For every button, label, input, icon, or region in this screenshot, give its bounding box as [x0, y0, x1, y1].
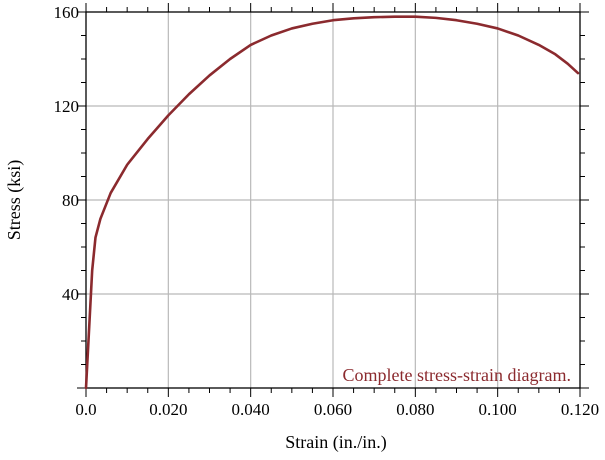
x-tick-label: 0.080	[396, 400, 434, 419]
x-tick-label: 0.120	[561, 400, 599, 419]
x-tick-label: 0.020	[149, 400, 187, 419]
x-tick-label: 0.060	[314, 400, 352, 419]
x-axis-label: Strain (in./in.)	[285, 432, 387, 453]
axis-ticks	[77, 3, 589, 397]
y-tick-label: 40	[62, 285, 79, 304]
series-line-stress-strain	[84, 15, 580, 390]
y-tick-label: 160	[54, 3, 80, 22]
y-tick-label: 80	[62, 191, 79, 210]
x-tick-labels: 0.0 0.020 0.040 0.060 0.080 0.100 0.120	[75, 400, 599, 419]
y-tick-label: 120	[54, 97, 80, 116]
y-axis-label: Stress (ksi)	[4, 160, 25, 241]
grid-lines	[86, 12, 580, 388]
y-tick-labels: 40 80 120 160	[54, 3, 80, 304]
x-tick-label: 0.100	[479, 400, 517, 419]
x-tick-label: 0.0	[75, 400, 96, 419]
plot-frame	[85, 11, 581, 389]
chart-annotation: Complete stress-strain diagram.	[343, 365, 571, 385]
series-layer	[84, 15, 580, 390]
x-tick-label: 0.040	[232, 400, 270, 419]
